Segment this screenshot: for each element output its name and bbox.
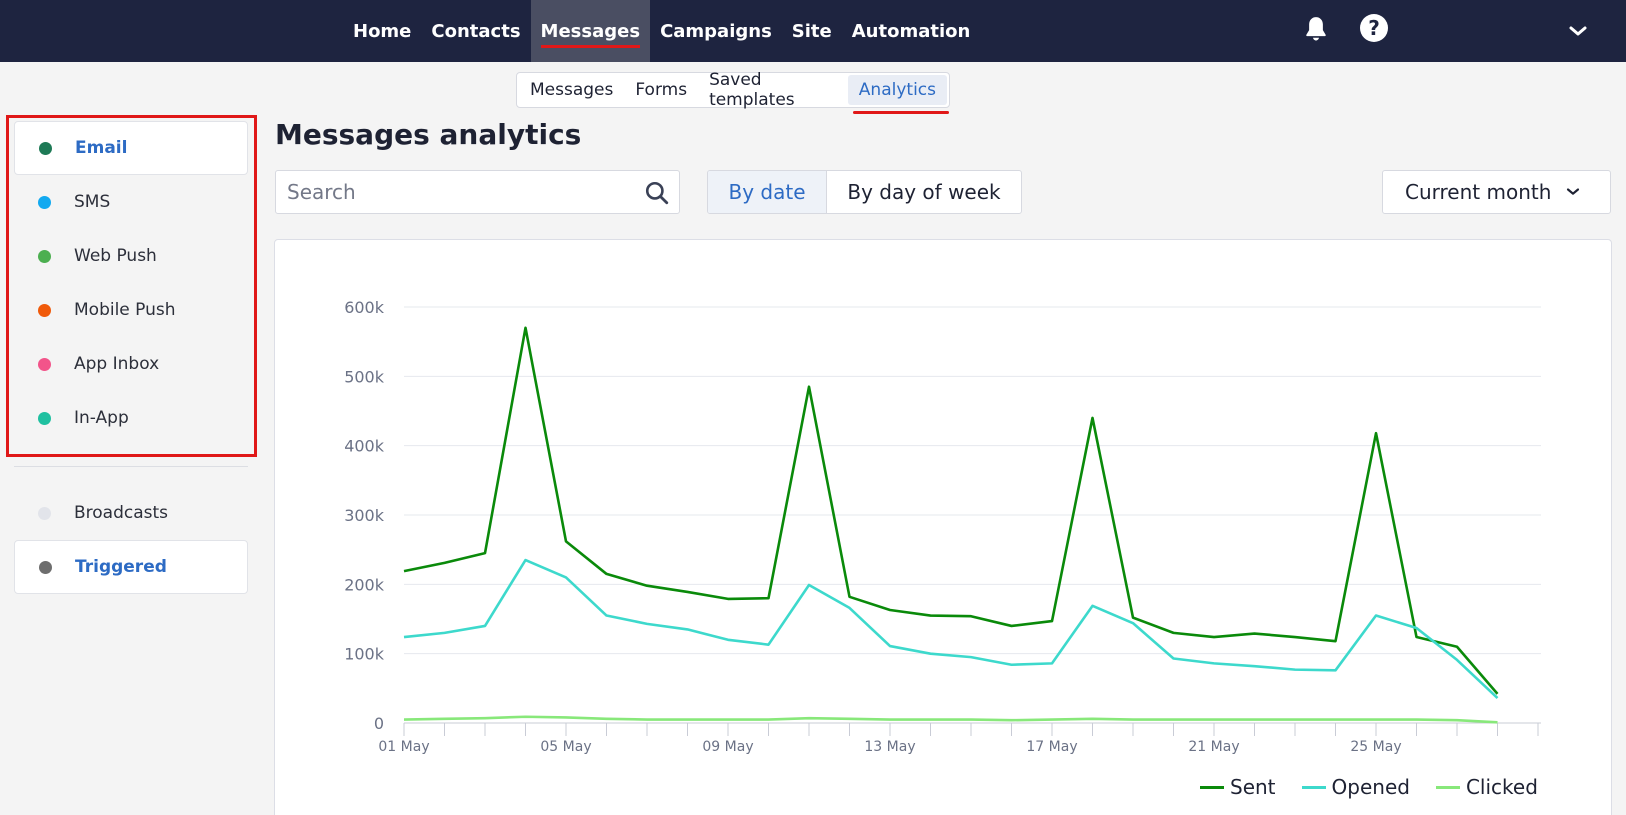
sidebar-item-label: Triggered	[75, 557, 167, 577]
sidebar-item-label: Mobile Push	[74, 300, 176, 320]
legend-swatch	[1301, 785, 1326, 789]
sidebar-item-web-push[interactable]: Web Push	[14, 229, 248, 283]
top-navigation-bar: Home Contacts Messages Campaigns Site Au…	[0, 0, 1626, 62]
sidebar-item-label: Email	[75, 138, 128, 158]
y-tick-label: 500k	[344, 367, 385, 386]
chevron-down-icon	[1566, 188, 1580, 195]
y-tick-label: 0	[374, 714, 384, 733]
sidebar-item-label: Broadcasts	[74, 503, 169, 523]
sidebar-divider	[14, 466, 248, 467]
legend-label: Clicked	[1465, 775, 1538, 799]
y-tick-label: 300k	[344, 506, 385, 525]
sidebar-item-sms[interactable]: SMS	[14, 175, 248, 229]
x-tick-label: 13 May	[864, 739, 915, 755]
x-tick-label: 01 May	[378, 739, 429, 755]
legend-item-opened[interactable]: Opened	[1301, 775, 1410, 799]
nav-contacts[interactable]: Contacts	[431, 20, 521, 42]
tab-messages[interactable]: Messages	[530, 80, 614, 100]
in-app-status-dot	[38, 411, 51, 425]
y-tick-label: 400k	[344, 437, 385, 456]
x-tick-label: 21 May	[1188, 739, 1239, 755]
sidebar-item-label: App Inbox	[74, 354, 160, 374]
view-toggle: By date By day of week	[707, 170, 1022, 214]
sidebar-item-mobile-push[interactable]: Mobile Push	[14, 283, 248, 337]
x-tick-label: 17 May	[1026, 739, 1077, 755]
sidebar-item-broadcasts[interactable]: Broadcasts	[14, 486, 248, 540]
nav-messages[interactable]: Messages	[530, 0, 651, 62]
y-tick-label: 200k	[344, 575, 385, 594]
x-tick-label: 09 May	[702, 739, 753, 755]
legend-label: Sent	[1230, 775, 1276, 799]
sms-status-dot	[38, 195, 51, 209]
sidebar-item-label: In-App	[74, 408, 129, 428]
period-value: Current month	[1405, 180, 1552, 204]
legend-swatch	[1435, 785, 1460, 789]
mobile-push-status-dot	[38, 303, 51, 317]
series-line-clicked	[403, 715, 1498, 724]
nav-campaigns[interactable]: Campaigns	[660, 20, 772, 42]
tab-forms[interactable]: Forms	[635, 80, 688, 100]
x-tick-label: 05 May	[540, 739, 591, 755]
legend-label: Opened	[1331, 775, 1410, 799]
bell-icon[interactable]	[1301, 14, 1331, 44]
main-nav: Home Contacts Messages Campaigns Site Au…	[343, 0, 980, 62]
search-input[interactable]	[275, 170, 680, 214]
search-icon[interactable]	[644, 180, 670, 206]
sidebar-item-triggered[interactable]: Triggered	[14, 540, 248, 594]
sidebar-item-label: Web Push	[74, 246, 157, 266]
nav-site[interactable]: Site	[791, 20, 832, 42]
messages-subtabs: Messages Forms Saved templates Analytics	[516, 70, 950, 114]
series-line-sent	[403, 326, 1499, 695]
sidebar-item-email[interactable]: Email	[14, 121, 248, 175]
chart-legend: Sent Opened Clicked	[1200, 775, 1538, 799]
y-tick-label: 100k	[344, 645, 385, 664]
sidebar-item-in-app[interactable]: In-App	[14, 391, 248, 445]
sidebar-item-label: SMS	[74, 192, 111, 212]
legend-swatch	[1200, 785, 1224, 789]
sidebar-item-app-inbox[interactable]: App Inbox	[14, 337, 248, 391]
channel-highlight-box	[6, 115, 257, 457]
nav-home[interactable]: Home	[353, 20, 412, 42]
period-dropdown[interactable]: Current month	[1382, 170, 1611, 214]
help-icon[interactable]: ?	[1360, 14, 1388, 42]
app-inbox-status-dot	[38, 357, 51, 371]
legend-item-clicked[interactable]: Clicked	[1435, 775, 1538, 799]
nav-automation[interactable]: Automation	[851, 20, 971, 42]
series-line-opened	[403, 558, 1499, 699]
page-title: Messages analytics	[275, 118, 582, 151]
legend-item-sent[interactable]: Sent	[1200, 775, 1276, 799]
tab-analytics[interactable]: Analytics	[847, 75, 950, 114]
y-tick-label: 600k	[344, 298, 385, 317]
chevron-down-icon[interactable]	[1566, 19, 1590, 43]
triggered-status-dot	[39, 560, 52, 574]
by-date-button[interactable]: By date	[708, 171, 827, 213]
by-day-of-week-button[interactable]: By day of week	[847, 180, 1001, 204]
broadcasts-status-dot	[38, 506, 51, 520]
web-push-status-dot	[38, 249, 51, 263]
x-tick-label: 25 May	[1350, 739, 1401, 755]
email-status-dot	[39, 141, 52, 155]
